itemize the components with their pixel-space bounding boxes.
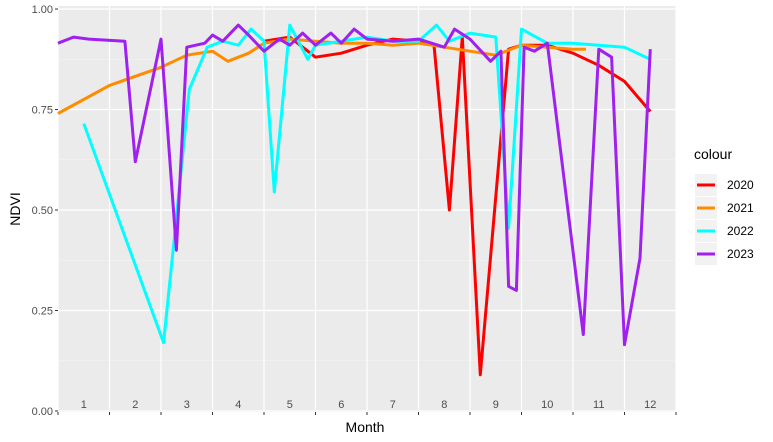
x-tick-label: 8 — [441, 399, 447, 411]
y-tick-label: 0.75 — [32, 105, 53, 117]
legend-title: colour — [694, 146, 732, 162]
x-tick-label: 11 — [593, 399, 604, 411]
x-tick-label: 5 — [287, 399, 293, 411]
series-line-2023 — [57, 23, 652, 347]
y-tick-label: 0.50 — [32, 205, 53, 217]
x-tick-label: 10 — [541, 399, 553, 411]
x-tick-label: 6 — [338, 399, 344, 411]
legend-label-2021: 2021 — [727, 201, 754, 215]
legend: colour 2020 2021 2022 2023 — [694, 146, 754, 265]
x-tick-label: 9 — [493, 399, 499, 411]
legend-label-2023: 2023 — [727, 247, 754, 261]
x-tick-label: 4 — [235, 399, 241, 411]
y-tick-label: 0.25 — [32, 306, 53, 318]
x-tick-label: 1 — [81, 399, 87, 411]
x-tick-label: 12 — [644, 399, 656, 411]
x-axis-title: Month — [346, 419, 385, 435]
legend-label-2020: 2020 — [727, 178, 754, 192]
x-tick-label: 2 — [132, 399, 138, 411]
y-axis-title: NDVI — [7, 192, 23, 225]
grid-lines — [57, 6, 677, 412]
x-tick-label: 7 — [390, 399, 396, 411]
series-lines — [57, 23, 652, 377]
x-tick-label: 3 — [184, 399, 190, 411]
y-tick-label: 1.00 — [32, 4, 53, 16]
legend-label-2022: 2022 — [727, 224, 754, 238]
series-line-2020 — [263, 35, 652, 377]
y-tick-label: 0.00 — [32, 406, 53, 418]
axes: 0.000.250.500.751.001 2 3 4 5 6 7 8 9 10 11 12 — [32, 4, 677, 418]
series-line-2022 — [82, 23, 651, 345]
